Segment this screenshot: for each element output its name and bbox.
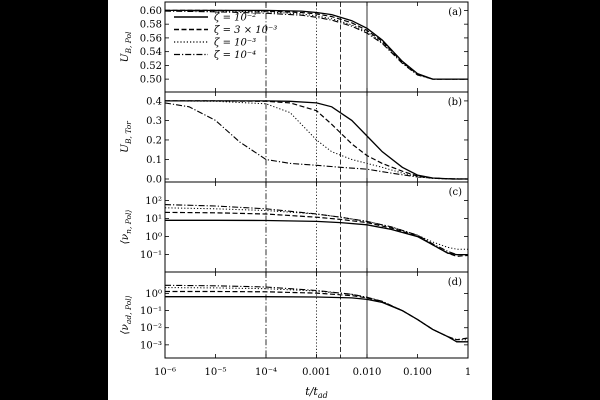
panel-tag: (a)	[448, 7, 462, 18]
panel-c: 10⁻¹ 10⁰ 10¹ 10² (c) ⟨νn, Pol⟩	[119, 181, 469, 273]
panel-tag: (c)	[449, 187, 463, 198]
y-tick-label: 0.0	[146, 175, 162, 186]
y-tick-label: 0.58	[140, 20, 162, 31]
y-tick-label: 10²	[145, 196, 162, 207]
y-axis-label: ⟨νad, Pol⟩	[119, 295, 133, 334]
y-tick-label: 0.3	[146, 116, 162, 127]
y-tick-label: 10⁻¹	[140, 306, 162, 317]
y-tick-label: 10¹	[145, 214, 162, 225]
y-axis-label: ⟨νn, Pol⟩	[119, 210, 133, 245]
y-tick-label: 10⁻³	[140, 340, 162, 351]
x-tick-label: 10⁻⁴	[255, 367, 277, 378]
x-tick-label: 0.001	[302, 367, 331, 378]
x-axis-label: t/tad	[305, 385, 327, 400]
y-tick-label: 10⁻¹	[140, 250, 162, 261]
y-tick-label: 0.56	[140, 33, 162, 44]
y-axis-label: UB, Tor	[119, 121, 133, 153]
figure-background-left	[0, 0, 108, 400]
legend-label: ζ = 10⁻³	[214, 38, 256, 49]
x-tick-label: 1	[465, 367, 471, 378]
x-tick-label: 10⁻⁵	[204, 367, 226, 378]
legend: ζ = 10⁻²ζ = 3 × 10⁻³ ζ = 10⁻³ζ = 10⁻⁴	[174, 13, 277, 61]
y-tick-label: 0.52	[140, 61, 162, 72]
x-axis: 10⁻⁶ 10⁻⁵ 10⁻⁴ 0.001 0.010 0.100 1 t/tad	[154, 367, 471, 400]
y-tick-label: 0.2	[146, 135, 162, 146]
series-line-solid	[165, 219, 468, 256]
y-tick-label: 0.54	[140, 47, 162, 58]
panel-a: 0.50 0.52 0.54 0.56 0.58 0.60 (a) UB, Pol	[119, 1, 469, 93]
y-tick-label: 0.60	[140, 6, 162, 17]
panel-tag: (d)	[448, 277, 462, 288]
y-tick-label: 10⁰	[145, 232, 162, 243]
x-tick-label: 0.100	[403, 367, 432, 378]
series-line-dashdot	[164, 10, 468, 80]
series-line-dashdot	[164, 284, 468, 343]
figure-canvas	[108, 0, 492, 400]
y-tick-label: 0.4	[146, 96, 162, 107]
y-tick-label: 10⁰	[145, 289, 162, 300]
series-line-dashdot	[164, 204, 468, 256]
panel-d: 10⁻³ 10⁻² 10⁻¹ 10⁰ (d) ⟨νad, Pol⟩	[119, 271, 469, 359]
y-tick-label: 10⁻²	[140, 323, 162, 334]
y-axis-label: UB, Pol	[119, 31, 133, 62]
y-tick-label: 0.1	[146, 155, 162, 166]
y-tick-label: 0.50	[140, 75, 162, 86]
panel-tag: (b)	[448, 97, 462, 108]
figure-background-right	[492, 0, 600, 400]
panel-b: 0.0 0.1 0.2 0.3 0.4 (b) UB, Tor	[119, 91, 469, 186]
x-tick-label: 10⁻⁶	[154, 367, 176, 378]
series-line-dashed	[164, 211, 469, 257]
legend-label: ζ = 10⁻²	[214, 13, 256, 24]
series-line-dashdot	[164, 102, 469, 180]
legend-label: ζ = 10⁻⁴	[214, 50, 256, 61]
panels: 0.50 0.52 0.54 0.56 0.58 0.60 (a) UB, Pol 0.0 0.1…	[119, 1, 469, 359]
x-tick-label: 0.010	[353, 367, 382, 378]
legend-label: ζ = 3 × 10⁻³	[214, 25, 277, 36]
